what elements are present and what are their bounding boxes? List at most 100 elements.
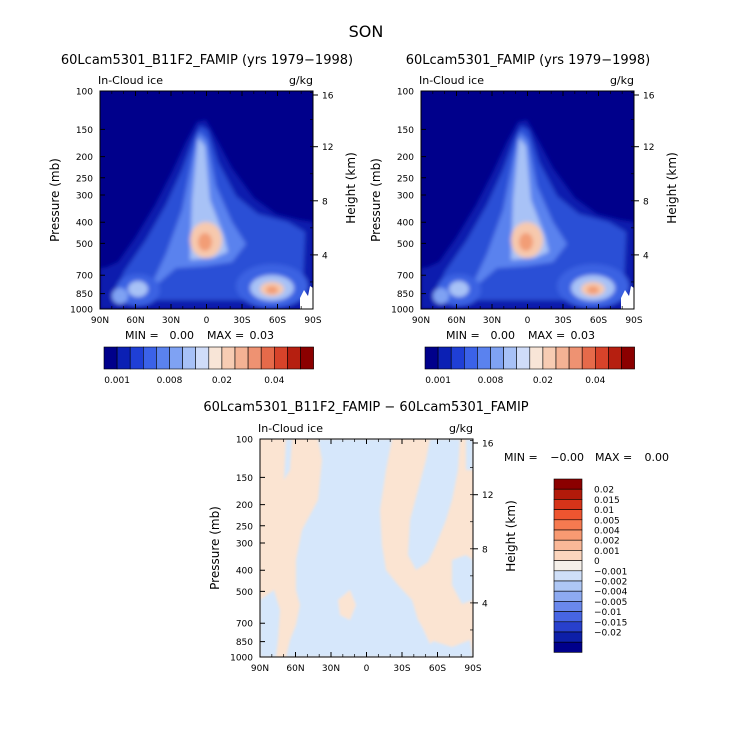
colorbar-swatch — [553, 621, 583, 633]
panel-3-stats-min-label: MIN = — [504, 451, 538, 464]
colorbar-swatch — [450, 346, 465, 370]
colorbar-swatch — [247, 346, 262, 370]
colorbar-label: −0.02 — [594, 629, 622, 639]
colorbar-label: 0.005 — [594, 516, 620, 526]
panel-2-missing-data — [621, 286, 634, 309]
y-tick-label: 500 — [236, 588, 253, 598]
y-tick-label: 400 — [76, 219, 93, 229]
panel-3-positive-patch-1 — [338, 590, 356, 620]
panel-1-title: 60Lcam5301_B11F2_FAMIP (yrs 1979−1998) — [61, 53, 353, 68]
y-tick-label: 400 — [236, 567, 253, 577]
y-tick-label: 500 — [76, 240, 93, 250]
colorbar-swatch — [553, 611, 583, 623]
colorbar-swatch — [300, 346, 314, 370]
y-tick-label: 400 — [397, 219, 414, 229]
panel-3-negative-region-main — [286, 439, 473, 657]
colorbar-swatch — [287, 346, 301, 370]
panel-2-south-blob-peak — [587, 286, 599, 294]
panel-1-south-blob-peak — [266, 286, 278, 294]
x-tick-label: 60S — [590, 316, 607, 326]
colorbar-label: 0.001 — [104, 376, 130, 386]
y-tick-label: 850 — [236, 638, 253, 648]
colorbar-label: 0.008 — [478, 376, 504, 386]
colorbar-label: 0.001 — [594, 547, 620, 557]
x-tick-label: 90N — [91, 316, 109, 326]
x-tick-label: 60N — [126, 316, 144, 326]
colorbar-swatch — [553, 590, 583, 602]
season-title: SON — [349, 22, 384, 41]
panel-2-stats-min: 0.00 — [491, 329, 516, 342]
colorbar-swatch — [260, 346, 275, 370]
x-tick-label: 30S — [393, 664, 410, 674]
panel-3-negative-patch-sh — [452, 555, 473, 604]
panel-1-stats-min: 0.00 — [170, 329, 195, 342]
colorbar-label: 0.01 — [594, 506, 614, 516]
panel-3-field — [260, 439, 473, 657]
panel-3-negative-streak-sh — [466, 439, 473, 470]
panel-1-units: g/kg — [289, 74, 313, 87]
colorbar-swatch — [553, 601, 583, 612]
colorbar-swatch — [553, 570, 583, 582]
panel-3-variable-label: In-Cloud ice — [258, 422, 323, 435]
colorbar-swatch — [503, 346, 518, 370]
x-tick-label: 90S — [304, 316, 321, 326]
colorbar-swatch — [116, 346, 131, 370]
colorbar-swatch — [553, 560, 583, 572]
colorbar-swatch — [143, 346, 157, 370]
colorbar-label: 0.002 — [594, 537, 620, 547]
panel-2-stats-max: 0.03 — [571, 329, 596, 342]
colorbar-swatch — [553, 580, 583, 592]
x-tick-label: 90N — [412, 316, 430, 326]
panel-2-units: g/kg — [610, 74, 634, 87]
colorbar-swatch — [195, 346, 210, 370]
colorbar-swatch — [529, 346, 544, 370]
panel-3-stats-max-label: MAX = — [595, 451, 632, 464]
colorbar-swatch — [553, 499, 583, 510]
colorbar-swatch — [553, 488, 583, 500]
colorbar-label: 0.015 — [594, 496, 620, 506]
colorbar-label: 0.001 — [425, 376, 451, 386]
colorbar-swatch — [516, 346, 531, 370]
colorbar-swatch — [156, 346, 170, 370]
colorbar-swatch — [542, 346, 557, 370]
y2-tick-label: 16 — [482, 440, 494, 450]
panel-3-units: g/kg — [449, 422, 473, 435]
colorbar-label: 0.04 — [264, 376, 284, 386]
y2-tick-label: 16 — [643, 92, 655, 102]
y-tick-label: 700 — [397, 272, 414, 282]
y-tick-label: 1000 — [70, 306, 93, 316]
x-tick-label: 30S — [554, 316, 571, 326]
x-tick-label: 0 — [364, 664, 370, 674]
y2-tick-label: 12 — [322, 143, 333, 153]
x-tick-label: 60S — [269, 316, 286, 326]
colorbar-swatch — [608, 346, 622, 370]
colorbar-label: −0.004 — [594, 588, 628, 598]
colorbar-swatch — [553, 519, 583, 531]
panel-2-field — [421, 91, 634, 309]
y-axis-label: Pressure (mb) — [369, 158, 383, 242]
y-axis-label: Pressure (mb) — [48, 158, 62, 242]
x-tick-label: 60N — [286, 664, 304, 674]
y-tick-label: 100 — [397, 88, 414, 98]
y-tick-label: 250 — [397, 174, 414, 184]
colorbar-swatch — [553, 631, 583, 643]
y-tick-label: 100 — [76, 88, 93, 98]
colorbar-swatch — [621, 346, 635, 370]
y-tick-label: 850 — [76, 290, 93, 300]
panel-1-stats-max: 0.03 — [250, 329, 275, 342]
colorbar-label: 0.004 — [594, 527, 620, 537]
colorbar-swatch — [553, 478, 583, 490]
x-tick-label: 90S — [625, 316, 642, 326]
y2-tick-label: 8 — [322, 197, 328, 207]
panel-2-title: 60Lcam5301_FAMIP (yrs 1979−1998) — [406, 53, 651, 68]
colorbar-swatch — [169, 346, 183, 370]
x-tick-label: 30N — [322, 664, 340, 674]
y-tick-label: 700 — [236, 620, 253, 630]
panel-2-core-peak — [519, 233, 533, 251]
colorbar-label: −0.001 — [594, 567, 627, 577]
colorbar-label: 0.02 — [594, 486, 614, 496]
y2-tick-label: 8 — [643, 197, 649, 207]
panel-3-negative-streak-nh — [284, 439, 292, 480]
panel-3: 60Lcam5301_B11F2_FAMIP − 60Lcam5301_FAMI… — [203, 400, 669, 658]
